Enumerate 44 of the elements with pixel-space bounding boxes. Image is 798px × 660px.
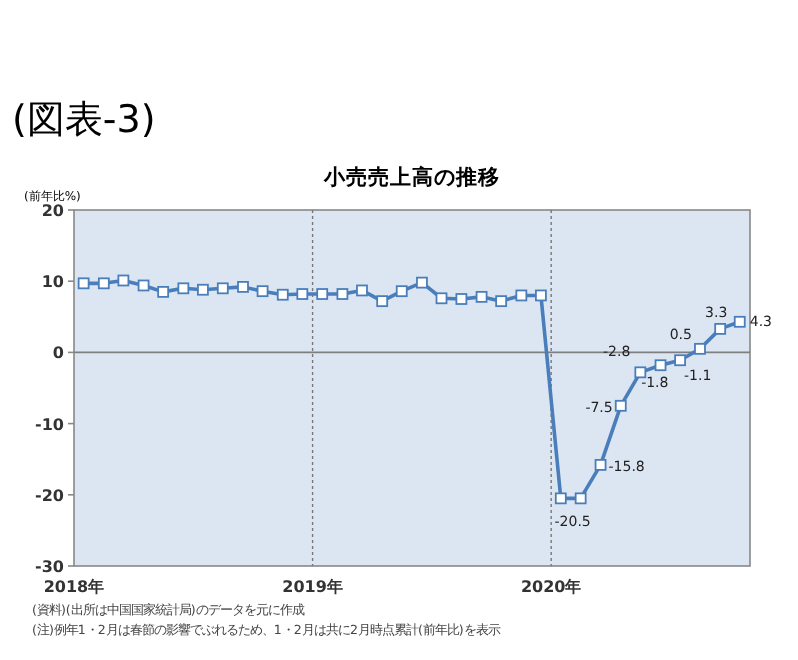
point (416, 276, 428, 289)
point (574, 492, 587, 505)
point (177, 282, 190, 295)
point (455, 293, 468, 305)
point (654, 359, 667, 372)
point (674, 354, 686, 367)
point (495, 295, 508, 308)
point (714, 323, 727, 335)
y-tick-label: -10 (35, 415, 65, 434)
point (435, 292, 448, 305)
y-tick-label: -30 (35, 558, 65, 576)
point (276, 288, 289, 301)
point (733, 315, 746, 328)
point (77, 277, 90, 290)
y-tick-label: 10 (41, 273, 65, 292)
y-tick-label: 20 (41, 202, 65, 220)
point (614, 399, 627, 412)
point (197, 283, 209, 296)
point (535, 289, 547, 302)
chart-subtitle: 小売売上高の推移 (322, 164, 500, 190)
point (634, 366, 647, 379)
point (216, 282, 229, 295)
x-tick-label: 2020年 (520, 578, 582, 596)
point (256, 285, 269, 298)
y-tick-label: -20 (35, 486, 65, 505)
point (475, 290, 488, 303)
y-tick-label: 0 (52, 344, 65, 363)
point (157, 285, 170, 298)
point (594, 459, 607, 471)
point (515, 289, 528, 302)
chart-title: (図表-3) (12, 98, 156, 142)
point (554, 492, 567, 505)
point (376, 295, 389, 308)
x-tick-label: 2019年 (282, 578, 343, 596)
point (296, 288, 309, 300)
point (336, 288, 349, 300)
point (316, 288, 329, 300)
point (237, 281, 249, 293)
point (694, 342, 706, 355)
x-tick-label: 2018年 (43, 578, 105, 596)
point (356, 284, 368, 297)
point (395, 285, 408, 298)
point (117, 274, 130, 287)
point (97, 277, 110, 290)
